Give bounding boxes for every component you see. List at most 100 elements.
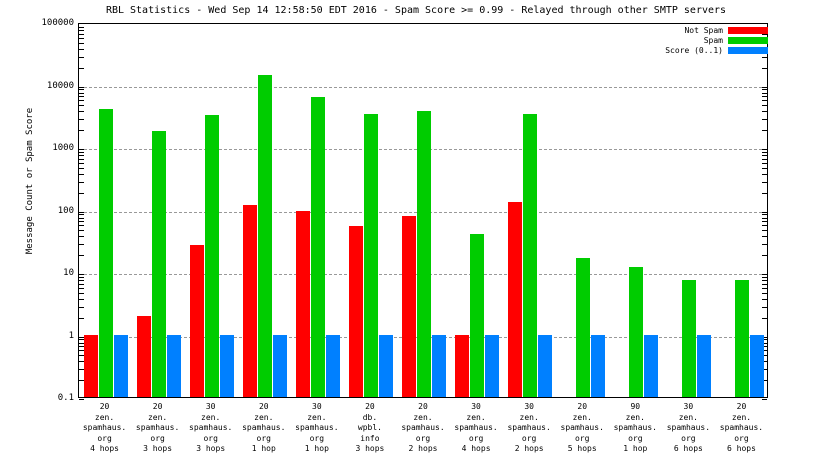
x-axis-tick-label: 20 zen. spamhaus. org 6 hops	[708, 402, 774, 455]
bar-score-0-1	[697, 334, 712, 397]
x-axis-tick-label: 20 zen. spamhaus. org 2 hops	[390, 402, 456, 455]
bar-group	[667, 24, 712, 397]
axis-minor-tick	[79, 181, 84, 183]
axis-minor-tick	[79, 211, 84, 213]
bar-group	[348, 24, 393, 397]
axis-minor-tick	[79, 276, 84, 278]
x-axis-tick-label-line: 20	[152, 402, 163, 411]
axis-minor-tick	[762, 173, 767, 175]
bar-group	[720, 24, 765, 397]
axis-minor-tick	[762, 130, 767, 132]
bar-spam	[470, 234, 485, 397]
axis-minor-tick	[79, 287, 84, 289]
axis-minor-tick	[79, 56, 84, 58]
x-axis-tick-label-line: 1 hop	[251, 444, 276, 453]
axis-minor-tick	[762, 158, 767, 160]
bar-score-0-1	[219, 334, 234, 397]
axis-minor-tick	[762, 105, 767, 107]
x-axis-tick-label-line: 3 hops	[355, 444, 385, 453]
x-axis-tick-label-line: 90	[630, 402, 641, 411]
bar-spam	[417, 110, 431, 397]
y-axis-tick-label: 0.1	[57, 393, 74, 403]
axis-minor-tick	[79, 42, 84, 44]
axis-minor-tick	[762, 244, 767, 246]
x-axis-tick-label-line: org	[574, 433, 590, 443]
axis-minor-tick	[762, 230, 767, 232]
legend-label: Not Spam	[684, 26, 723, 35]
axis-minor-tick	[79, 292, 84, 294]
x-axis-tick-label-line: 3 hops	[196, 444, 226, 453]
x-axis-tick-label-line: 20	[577, 402, 588, 411]
axis-minor-tick	[79, 48, 84, 50]
bar-score-0-1	[378, 334, 393, 397]
axis-minor-tick	[79, 89, 84, 91]
x-axis-tick-label-line: org	[681, 433, 696, 443]
x-axis-tick-label-line: 30	[205, 402, 216, 411]
x-axis-tick-label: 20 zen. spamhaus. org 5 hops	[549, 402, 615, 455]
x-axis-tick-label-line: zen.	[519, 412, 539, 422]
bar-score-0-1	[538, 334, 553, 397]
axis-minor-tick	[762, 181, 767, 183]
x-axis-tick-label-line: spamhaus.	[454, 423, 498, 432]
axis-minor-tick	[762, 280, 767, 282]
legend-color-swatch	[728, 37, 768, 44]
x-axis-tick-label-line: 20	[99, 402, 110, 411]
axis-minor-tick	[79, 173, 84, 175]
x-axis-tick-label-line: org	[256, 433, 271, 443]
bar-group	[561, 24, 606, 397]
x-axis-tick-label-line: 20	[258, 402, 269, 411]
axis-minor-tick	[79, 155, 84, 157]
axis-minor-tick	[79, 67, 84, 69]
axis-minor-tick	[79, 336, 84, 338]
x-axis-tick-label-line: db.	[362, 412, 378, 422]
x-axis-tick-label-line: zen.	[466, 412, 486, 422]
axis-minor-tick	[762, 221, 767, 223]
x-axis-tick-label-line: spamhaus.	[719, 423, 764, 432]
x-axis-tick-label-line: org	[734, 433, 749, 443]
axis-minor-tick	[762, 380, 767, 382]
axis-minor-tick	[762, 292, 767, 294]
y-axis-tick-label: 10000	[46, 80, 74, 91]
axis-minor-tick	[79, 33, 84, 35]
x-axis-tick-label: 90 zen. spamhaus. org 1 hop	[602, 402, 668, 455]
x-axis-tick-label-line: spamhaus.	[295, 423, 339, 432]
axis-minor-tick	[79, 151, 84, 153]
axis-minor-tick	[762, 155, 767, 157]
x-axis-tick-label-line: 2 hops	[408, 444, 438, 453]
plot-area	[78, 23, 768, 400]
x-axis-tick-label-line: spamhaus.	[401, 423, 445, 432]
bar-spam	[257, 75, 272, 397]
y-axis-tick-label: 10	[63, 268, 74, 278]
x-axis-tick-label-line: spamhaus.	[82, 423, 127, 432]
x-axis-tick-label-line: org	[468, 433, 484, 443]
y-axis-tick-label: 100	[57, 205, 74, 216]
x-axis-tick-label-line: 20	[736, 402, 747, 411]
x-axis-tick-label-line: 30	[683, 402, 694, 411]
bar-group	[402, 24, 446, 397]
axis-minor-tick	[762, 298, 767, 300]
y-axis-tick-label: 1	[68, 330, 74, 341]
bar-spam	[310, 97, 325, 397]
bar-spam	[98, 109, 113, 397]
axis-minor-tick	[79, 192, 84, 194]
x-axis-tick-label-line: zen.	[307, 412, 327, 422]
x-axis-tick-label: 20 zen. spamhaus. org 3 hops	[125, 402, 191, 455]
x-axis-tick-label: 30 zen. spamhaus. org 2 hops	[496, 402, 562, 455]
axis-minor-tick	[79, 26, 84, 28]
x-axis-tick-label-line: zen.	[625, 412, 645, 422]
axis-minor-tick	[762, 339, 767, 341]
x-axis-tick-label-line: 20	[365, 402, 375, 411]
axis-minor-tick	[79, 317, 84, 319]
axis-minor-tick	[762, 255, 767, 257]
x-axis-tick-label-line: 20	[418, 402, 428, 411]
axis-minor-tick	[79, 244, 84, 246]
x-axis-tick-label: 20 db. wpbl. info 3 hops	[337, 402, 403, 455]
bar-score-0-1	[325, 334, 340, 397]
axis-minor-tick	[762, 336, 767, 338]
x-axis-tick-label: 30 zen. spamhaus. org 4 hops	[443, 402, 509, 455]
axis-minor-tick	[762, 149, 767, 150]
axis-minor-tick	[79, 280, 84, 282]
bar-spam	[629, 267, 644, 397]
axis-minor-tick	[79, 298, 84, 300]
